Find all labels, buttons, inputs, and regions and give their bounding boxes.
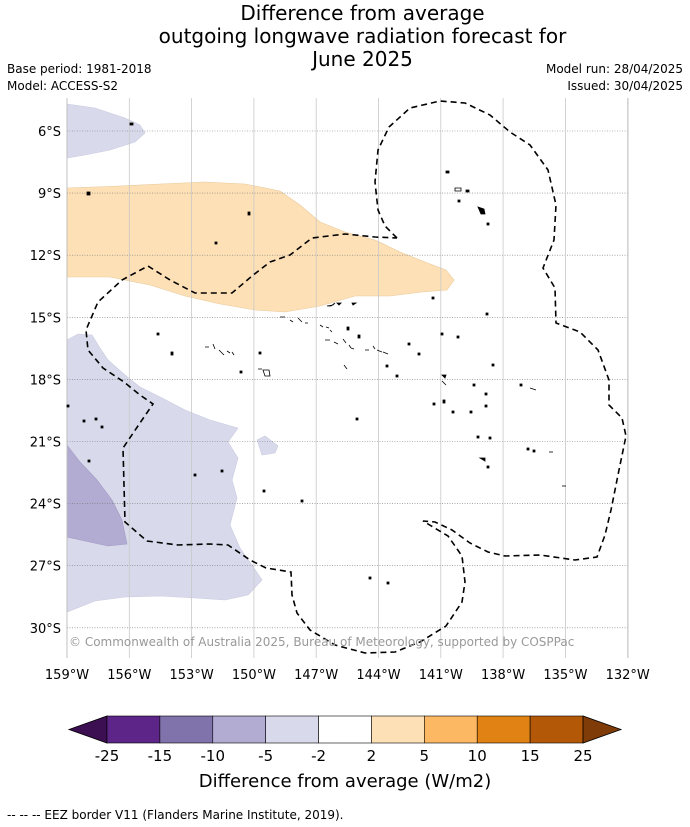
colorbar-segment [529,715,584,744]
colorbar-segment [212,715,266,744]
lat-label: 15°S [30,311,61,326]
colorbar-segment [371,715,425,744]
light-purple-blob [256,435,279,456]
model-run-date: Model run: 28/04/2025 [545,62,683,76]
colorbar-tick-label: 2 [367,747,377,765]
title-line-3: June 2025 [312,47,413,71]
lon-label: 144°W [356,668,400,683]
colorbar-tick-label: -15 [148,747,173,765]
lon-label: 141°W [419,668,463,683]
lon-label: 150°W [232,668,276,683]
lat-label: 9°S [38,187,61,202]
colorbar-segment [318,715,372,744]
latitude-labels: 6°S 9°S 12°S 15°S 18°S 21°S 24°S 27°S 30°S [30,125,61,637]
islands [66,122,566,585]
colorbar-segment [476,715,531,744]
colorbar-segment [106,715,161,744]
lon-label: 159°W [45,668,89,683]
lat-label: 30°S [30,622,61,637]
medium-purple-region [66,444,128,547]
model-name: Model: ACCESS-S2 [7,79,119,93]
colorbar-tick-label: -25 [95,747,120,765]
title-line-2: outgoing longwave radiation forecast for [158,24,567,48]
lat-label: 6°S [38,125,61,140]
lat-label: 24°S [30,498,61,513]
colorbar-tick-label: 5 [420,747,430,765]
colorbar: -25 -15 -10 -5 -2 2 5 10 15 25 [67,715,623,765]
lon-label: 132°W [606,668,650,683]
lat-label: 21°S [30,436,61,451]
colorbar-extend-low [67,715,108,744]
light-purple-region-west [66,333,263,613]
colorbar-tick-label: -5 [258,747,273,765]
lat-label: 12°S [30,249,61,264]
colorbar-tick-label: -10 [201,747,226,765]
colorbar-segment [159,715,214,744]
lon-label: 153°W [170,668,214,683]
colorbar-segment [265,715,319,744]
lat-label: 27°S [30,560,61,575]
title-line-1: Difference from average [240,1,485,25]
light-purple-region-north [66,103,146,159]
copyright-note: © Commonwealth of Australia 2025, Bureau… [69,635,574,649]
colorbar-title: Difference from average (W/m2) [198,771,492,792]
eez-footnote: -- -- -- EEZ border V11 (Flanders Marine… [7,808,344,822]
lon-label: 138°W [481,668,525,683]
longitude-labels: 159°W 156°W 153°W 150°W 147°W 144°W 141°W 138°W… [45,668,650,683]
anomaly-fields [66,103,455,613]
issued-date: Issued: 30/04/2025 [567,79,683,93]
lat-label: 18°S [30,373,61,388]
colorbar-extend-high [582,715,623,744]
light-orange-band [66,181,455,313]
eez-border [85,100,627,654]
colorbar-tick-label: -2 [311,747,326,765]
lon-label: 147°W [294,668,338,683]
colorbar-tick-label: 10 [468,747,487,765]
lon-label: 156°W [107,668,151,683]
colorbar-tick-label: 25 [573,747,592,765]
gridlines [66,98,629,658]
colorbar-tick-label: 15 [521,747,540,765]
lon-label: 135°W [543,668,587,683]
colorbar-segment [424,715,478,744]
base-period: Base period: 1981-2018 [7,62,152,76]
